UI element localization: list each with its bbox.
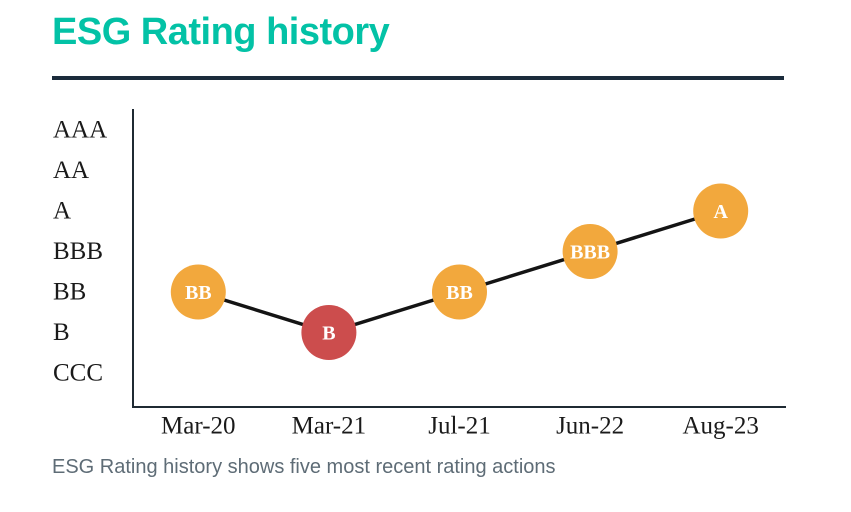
y-axis-tick-label: AA bbox=[53, 157, 89, 184]
rating-point-marker bbox=[170, 264, 226, 320]
y-axis-tick-label: AAA bbox=[53, 117, 107, 144]
rating-point-label: A bbox=[713, 201, 728, 223]
rating-point-label: BB bbox=[446, 282, 473, 304]
page-title: ESG Rating history bbox=[52, 11, 390, 53]
x-axis-tick-label: Mar-21 bbox=[292, 413, 366, 440]
rating-point-marker bbox=[562, 224, 618, 279]
x-axis-tick-label: Jul-21 bbox=[428, 413, 491, 440]
rating-point-label: BB bbox=[185, 282, 212, 304]
x-axis-tick-label: Aug-23 bbox=[683, 413, 759, 440]
y-axis-tick-label: B bbox=[53, 319, 70, 346]
y-axis-tick-label: CCC bbox=[53, 360, 103, 387]
rating-point-label: B bbox=[322, 323, 335, 345]
rating-point-marker bbox=[301, 305, 357, 360]
rating-point-marker bbox=[432, 264, 487, 320]
y-axis-tick-label: A bbox=[53, 198, 71, 225]
x-axis-tick-label: Mar-20 bbox=[161, 413, 235, 440]
x-axis-tick-label: Jun-22 bbox=[556, 413, 624, 440]
y-axis-tick-label: BB bbox=[53, 279, 86, 306]
y-axis-tick-label: BBB bbox=[53, 238, 103, 265]
title-underline-rule bbox=[52, 76, 784, 80]
rating-point-marker bbox=[693, 183, 749, 239]
rating-point-label: BBB bbox=[570, 242, 610, 264]
chart-caption: ESG Rating history shows five most recen… bbox=[52, 456, 556, 478]
